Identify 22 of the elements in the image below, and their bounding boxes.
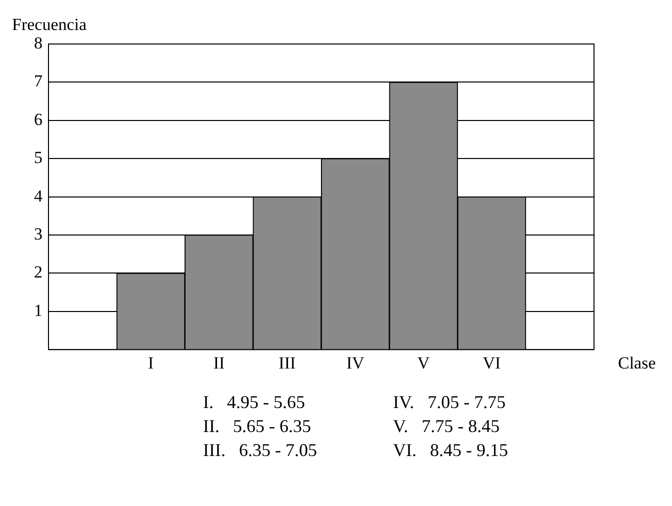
- x-tick-label: IV: [346, 353, 366, 372]
- x-axis-title: Clase: [618, 354, 656, 373]
- x-tick-label: I: [148, 353, 154, 372]
- text: I. 4.95 - 5.65: [203, 392, 306, 414]
- y-tick-label: 6: [34, 110, 42, 129]
- x-tick-label: II: [213, 353, 225, 372]
- y-tick-label: 7: [34, 72, 43, 91]
- y-tick-label: 1: [34, 300, 42, 320]
- y-tick-label: 3: [34, 224, 42, 244]
- x-tick-label: VI: [482, 353, 502, 372]
- y-tick-label: 8: [34, 33, 42, 52]
- y-tick-label: 2: [34, 262, 42, 282]
- text: V. 7.75 - 8.45: [393, 416, 501, 438]
- x-tick-label: III: [278, 353, 296, 372]
- x-tick-label: V: [417, 353, 430, 372]
- text: VI. 8.45 - 9.15: [393, 440, 509, 462]
- y-tick-label: 5: [34, 148, 42, 168]
- text: III. 6.35 - 7.05: [203, 440, 318, 462]
- text: IV. 7.05 - 7.75: [393, 392, 507, 414]
- y-axis-title: Frecuencia: [12, 14, 88, 34]
- y-tick-label: 4: [34, 186, 43, 206]
- text: II. 5.65 - 6.35: [203, 416, 312, 438]
